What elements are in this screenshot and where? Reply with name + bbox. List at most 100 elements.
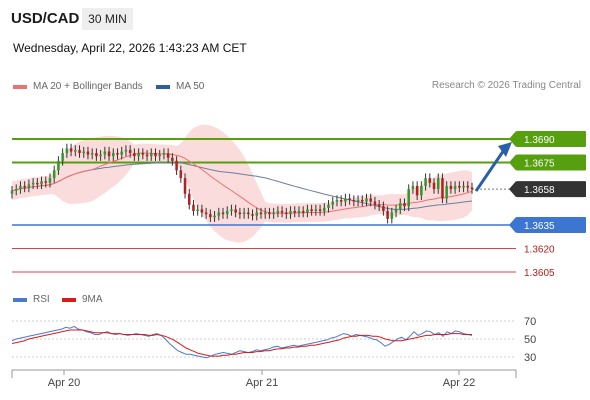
candle-body-4 (27, 184, 31, 188)
candle-body-53 (234, 209, 237, 213)
legend-ma50: MA 50 (156, 81, 204, 92)
candle-body-35 (158, 154, 161, 157)
candle-body-13 (65, 148, 69, 154)
candle-body-23 (107, 151, 111, 157)
candle-body-45 (200, 209, 204, 213)
candle-body-69 (301, 210, 305, 213)
ma50-swatch (156, 84, 170, 89)
candle-body-32 (145, 154, 149, 157)
candle-body-31 (141, 153, 145, 155)
candle-body-93 (403, 203, 406, 207)
candle-body-27 (124, 149, 128, 152)
candle-body-107 (462, 185, 465, 188)
candle-body-48 (213, 215, 216, 218)
ma20-line (11, 152, 473, 214)
legend-9ma: 9MA (62, 294, 103, 305)
candle-body-21 (99, 154, 102, 157)
rsi-panel: 70 50 30 (11, 316, 536, 364)
candle-body-51 (225, 210, 229, 215)
candle-body-52 (230, 209, 233, 211)
rsi-tick-70: 70 (524, 316, 536, 328)
candle-body-28 (128, 149, 132, 154)
candle-body-9 (48, 178, 52, 183)
candle-body-43 (192, 204, 195, 211)
rsi-swatch (13, 297, 27, 302)
last-price-label: 1.3658 (524, 185, 555, 196)
candle-body-96 (415, 185, 419, 196)
forecast-arrow (474, 142, 512, 192)
rsi-tick-30: 30 (524, 352, 536, 364)
last-price-pointer (509, 181, 516, 198)
legend-rsi-label: RSI (33, 294, 50, 305)
price-levels (12, 138, 516, 273)
candle-body-78 (339, 200, 343, 202)
bollinger-band-area (12, 124, 472, 243)
candle-body-80 (348, 198, 351, 201)
candle-body-17 (82, 151, 86, 154)
candle-body-82 (356, 200, 360, 202)
candle-body-91 (394, 209, 398, 213)
bollinger-bands (12, 124, 472, 243)
forecast-arrow-head (498, 142, 512, 157)
candle-body-15 (74, 149, 77, 152)
candle-body-70 (306, 209, 309, 213)
candle-body-40 (179, 170, 183, 179)
candle-body-22 (103, 151, 107, 155)
candle-body-108 (466, 185, 470, 188)
candle-body-87 (377, 204, 381, 207)
candle-body-86 (373, 201, 377, 205)
candle-body-65 (285, 212, 288, 215)
candle-body-76 (331, 201, 334, 205)
candle-body-88 (382, 206, 385, 211)
candle-body-61 (268, 212, 271, 215)
candle-body-14 (69, 148, 73, 152)
candle-body-46 (204, 212, 208, 215)
candle-body-55 (242, 212, 246, 215)
candle-body-109 (470, 187, 474, 190)
candle-body-83 (361, 200, 364, 202)
interval-badge[interactable]: 30 MIN (82, 8, 133, 30)
candle-body-73 (318, 209, 322, 211)
candle-body-44 (196, 209, 199, 211)
candle-body-2 (19, 185, 22, 190)
candle-body-99 (428, 178, 432, 183)
candle-body-6 (36, 182, 39, 185)
candle-body-59 (259, 212, 263, 215)
candle-body-90 (390, 212, 394, 219)
candle-body-74 (323, 207, 326, 211)
legend-9ma-label: 9MA (82, 294, 103, 305)
candle-body-19 (90, 153, 94, 155)
candle-body-33 (150, 153, 153, 157)
timestamp: Wednesday, April 22, 2026 1:43:23 AM CET (13, 41, 247, 55)
support-tag-3 (516, 217, 586, 234)
x-tick-label-1: Apr 21 (246, 377, 278, 389)
candle-body-66 (289, 210, 292, 215)
support-label-3: 1.3635 (524, 221, 555, 232)
candle-body-25 (116, 153, 119, 155)
resistance-label-0: 1.3690 (524, 135, 555, 146)
candle-body-41 (183, 178, 187, 194)
legend-rsi: RSI (13, 294, 50, 305)
price-tags: 1.3690 1.3675 1.3658 1.3635 1.3620 1.3605 (509, 131, 586, 279)
candle-body-3 (23, 185, 26, 188)
legend-ma50-label: MA 50 (176, 81, 205, 92)
candle-body-54 (238, 212, 242, 215)
candle-body-56 (247, 212, 250, 215)
candle-body-38 (171, 157, 174, 161)
candles (10, 143, 474, 224)
candle-body-103 (445, 185, 448, 199)
x-tick-label-0: Apr 20 (48, 377, 80, 389)
candle-body-26 (120, 151, 123, 155)
candle-body-0 (10, 190, 14, 194)
candle-body-94 (407, 189, 410, 207)
candle-body-98 (424, 178, 427, 186)
candle-body-36 (162, 153, 166, 155)
target-label-4: 1.3620 (524, 245, 555, 256)
candle-body-106 (458, 185, 461, 188)
resistance-tag-pointer-0 (509, 131, 516, 147)
rsi-tick-50: 50 (524, 334, 536, 346)
candle-body-47 (209, 214, 212, 218)
candle-body-1 (14, 189, 18, 191)
rsi-ma-swatch (62, 297, 76, 302)
candle-body-84 (365, 198, 368, 202)
